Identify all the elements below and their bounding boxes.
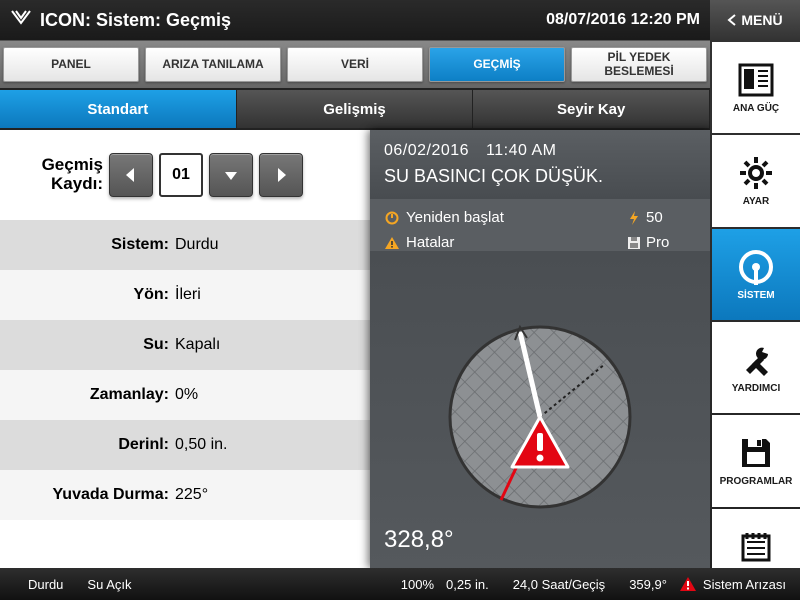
tab-panel[interactable]: PANEL [3, 47, 139, 82]
row-yuvada-key: Yuvada Durma: [0, 486, 175, 504]
record-rows: Sistem: Durdu Yön: İleri Su: Kapalı Zama… [0, 220, 370, 520]
sub-tabs: Standart Gelişmiş Seyir Kay [0, 88, 710, 130]
row-su-val: Kapalı [175, 336, 220, 354]
row-derin-val: 0,50 in. [175, 436, 227, 454]
sidebar-item-sistem[interactable]: SİSTEM [712, 229, 800, 320]
subtab-gelismis-label: Gelişmiş [323, 101, 386, 118]
row-yuvada: Yuvada Durma: 225° [0, 470, 370, 520]
sidebar-item-label: SİSTEM [737, 290, 774, 301]
row-su: Su: Kapalı [0, 320, 370, 370]
tab-gecmis[interactable]: GEÇMİŞ [429, 47, 565, 82]
sidebar: MENÜ ANA GÜÇ AYAR SİSTEM YARDIMCI PROGRA… [710, 0, 800, 600]
status-deg: 359,9° [617, 577, 679, 592]
menu-header[interactable]: MENÜ [710, 0, 800, 40]
detail-stat-1: Yeniden başlat 50 [384, 209, 696, 226]
status-alarm[interactable]: Sistem Arızası [679, 575, 800, 593]
row-sistem: Sistem: Durdu [0, 220, 370, 270]
row-sistem-val: Durdu [175, 236, 219, 254]
subtab-standart-label: Standart [87, 101, 148, 118]
record-nav-label: Geçmiş Kaydı: [8, 156, 103, 193]
tab-panel-label: PANEL [51, 58, 91, 71]
row-su-key: Su: [0, 336, 175, 354]
row-zaman-key: Zamanlay: [0, 386, 175, 404]
sidebar-item-yardimci[interactable]: YARDIMCI [712, 322, 800, 413]
power-panel-icon [737, 61, 775, 99]
menu-label: MENÜ [741, 12, 782, 28]
row-derin-key: Derinl: [0, 436, 175, 454]
record-number[interactable]: 01 [159, 153, 203, 197]
detail-pro-label: Pro [646, 234, 669, 251]
sidebar-item-label: AYAR [743, 196, 770, 207]
row-yon: Yön: İleri [0, 270, 370, 320]
sidebar-item-programlar[interactable]: PROGRAMLAR [712, 415, 800, 506]
detail-datetime: 06/02/2016 11:40 AM [384, 142, 696, 160]
save-icon [626, 235, 642, 251]
floppy-icon [737, 434, 775, 472]
tab-pil[interactable]: PİL YEDEK BESLEMESİ [571, 47, 707, 82]
detail-header: 06/02/2016 11:40 AM SU BASINCI ÇOK DÜŞÜK… [370, 130, 710, 199]
tab-veri-label: VERİ [341, 58, 369, 71]
prev-button[interactable] [109, 153, 153, 197]
datetime-label: 08/07/2016 12:20 PM [546, 11, 700, 29]
row-zaman-val: 0% [175, 386, 198, 404]
status-saat: 24,0 Saat/Geçiş [501, 577, 618, 592]
detail-stat-2: Hatalar Pro [384, 234, 696, 251]
detail-degree: 328,8° [384, 526, 454, 554]
status-depth: 0,25 in. [446, 577, 501, 592]
chevron-left-icon [727, 14, 737, 26]
status-bar: Durdu Su Açık 100% 0,25 in. 24,0 Saat/Ge… [0, 568, 800, 600]
sidebar-item-ayar[interactable]: AYAR [712, 135, 800, 226]
detail-errors-label: Hatalar [406, 234, 454, 251]
row-yuvada-val: 225° [175, 486, 208, 504]
title-bar: ICON: Sistem: Geçmiş 08/07/2016 12:20 PM [0, 0, 710, 40]
page-title: ICON: Sistem: Geçmiş [40, 10, 231, 31]
detail-date: 06/02/2016 [384, 142, 469, 159]
notes-icon [737, 528, 775, 566]
subtab-standart[interactable]: Standart [0, 90, 237, 128]
bolt-icon [626, 210, 642, 226]
detail-power-val: 50 [646, 209, 663, 226]
subtab-seyir-label: Seyir Kay [557, 101, 625, 118]
row-yon-key: Yön: [0, 286, 175, 304]
tab-ariza[interactable]: ARIZA TANILAMA [145, 47, 281, 82]
row-sistem-key: Sistem: [0, 236, 175, 254]
row-derin: Derinl: 0,50 in. [0, 420, 370, 470]
subtab-seyir[interactable]: Seyir Kay [473, 90, 710, 128]
sidebar-item-ana-guc[interactable]: ANA GÜÇ [712, 42, 800, 133]
sidebar-item-label: ANA GÜÇ [733, 103, 779, 114]
status-pct: 100% [389, 577, 446, 592]
dropdown-button[interactable] [209, 153, 253, 197]
pivot-icon [737, 248, 775, 286]
detail-restart-label: Yeniden başlat [406, 209, 504, 226]
left-panel: Geçmiş Kaydı: 01 Sistem: Durdu Yön: İler… [0, 130, 370, 568]
detail-panel: 06/02/2016 11:40 AM SU BASINCI ÇOK DÜŞÜK… [370, 130, 710, 568]
detail-message: SU BASINCI ÇOK DÜŞÜK. [384, 166, 696, 187]
detail-body: Yeniden başlat 50 Hatalar Pro [370, 199, 710, 251]
tab-ariza-label: ARIZA TANILAMA [162, 58, 263, 71]
alert-icon [679, 575, 697, 593]
tools-icon [737, 341, 775, 379]
status-durdu: Durdu [0, 577, 75, 592]
tab-gecmis-label: GEÇMİŞ [473, 58, 520, 71]
restart-icon [384, 210, 400, 226]
row-zaman: Zamanlay: 0% [0, 370, 370, 420]
warning-icon [384, 235, 400, 251]
status-alarm-label: Sistem Arızası [703, 577, 786, 592]
record-nav: Geçmiş Kaydı: 01 [0, 130, 370, 220]
tab-pil-label: PİL YEDEK BESLEMESİ [572, 51, 706, 77]
brand-logo-icon [10, 9, 32, 32]
row-yon-val: İleri [175, 286, 201, 304]
next-button[interactable] [259, 153, 303, 197]
tab-veri[interactable]: VERİ [287, 47, 423, 82]
sidebar-item-label: YARDIMCI [732, 383, 781, 394]
status-su: Su Açık [75, 577, 143, 592]
compass-dial [445, 322, 635, 512]
gear-icon [737, 154, 775, 192]
main-tabs: PANEL ARIZA TANILAMA VERİ GEÇMİŞ PİL YED… [0, 40, 710, 88]
sidebar-item-label: PROGRAMLAR [720, 476, 793, 487]
subtab-gelismis[interactable]: Gelişmiş [237, 90, 474, 128]
detail-time: 11:40 AM [486, 142, 556, 159]
